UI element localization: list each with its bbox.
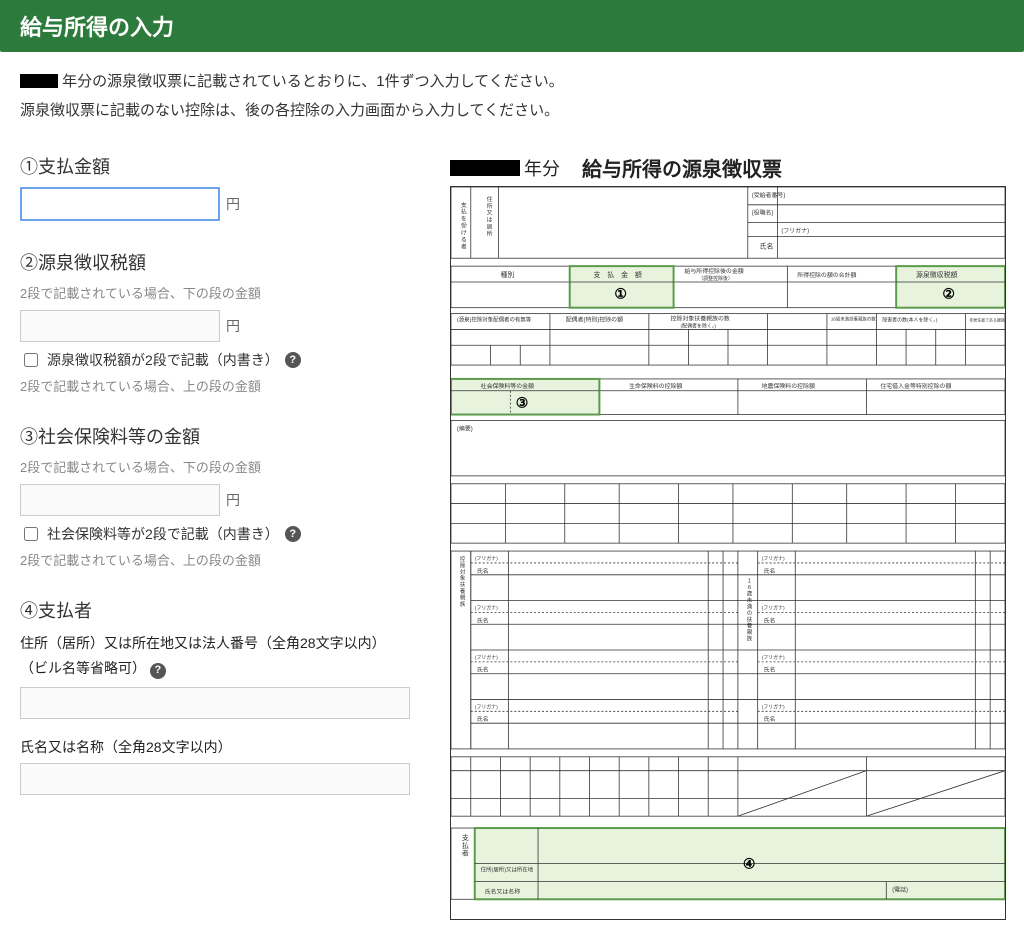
svg-text:生命保険料の控除額: 生命保険料の控除額 (629, 382, 682, 390)
svg-text:種別: 種別 (500, 270, 514, 279)
section-social-insurance: ③社会保険料等の金額 2段で記載されている場合、下の段の金額 円 社会保険料等が… (20, 423, 430, 569)
svg-text:配偶者(特別)控除の額: 配偶者(特別)控除の額 (566, 316, 623, 324)
label-payer: ④支払者 (20, 597, 430, 623)
svg-text:(フリガナ): (フリガナ) (762, 555, 785, 562)
svg-text:(役職名): (役職名) (752, 209, 774, 217)
section-payer: ④支払者 住所（居所）又は所在地又は法人番号（全角28文字以内） （ビル名等省略… (20, 597, 430, 795)
section-withholding-tax: ②源泉徴収税額 2段で記載されている場合、下の段の金額 円 源泉徴収税額が2段で… (20, 249, 430, 395)
svg-text:(フリガナ): (フリガナ) (762, 604, 785, 611)
checkbox-withholding-two-lines[interactable] (24, 353, 38, 367)
form-left-column: ①支払金額 円 ②源泉徴収税額 2段で記載されている場合、下の段の金額 円 源泉… (20, 153, 430, 923)
input-payment-amount[interactable] (20, 187, 220, 221)
svg-text:(フリガナ): (フリガナ) (762, 703, 785, 710)
label-payment-amount: ①支払金額 (20, 153, 430, 179)
doc-title: 給与所得の源泉徴収票 (582, 153, 782, 182)
unit-yen-2: 円 (226, 316, 240, 336)
svg-text:(源泉)控除対象配偶者の有無等: (源泉)控除対象配偶者の有無等 (457, 316, 532, 324)
intro-line-2: 源泉徴収票に記載のない控除は、後の各控除の入力画面から入力してください。 (20, 97, 1004, 126)
label-social-two-lines: 社会保険料等が2段で記載（内書き） (47, 524, 279, 544)
unit-yen-3: 円 (226, 490, 240, 510)
svg-text:地震保険料の控除額: 地震保険料の控除額 (762, 382, 815, 390)
svg-text:住宅借入金等特別控除の額: 住宅借入金等特別控除の額 (880, 382, 951, 390)
svg-text:支払者: 支払者 (462, 833, 469, 858)
label-social-insurance: ③社会保険料等の金額 (20, 423, 430, 449)
svg-text:(受給者番号): (受給者番号) (752, 191, 786, 199)
svg-text:氏名: 氏名 (477, 715, 489, 723)
sub-social-upper: 2段で記載されている場合、上の段の金額 (20, 550, 430, 569)
svg-text:(フリガナ): (フリガナ) (781, 227, 809, 235)
svg-text:支 払 金 額: 支 払 金 額 (593, 270, 641, 279)
page-header: 給与所得の入力 (0, 0, 1024, 52)
svg-text:社会保険料等の金額: 社会保険料等の金額 (481, 382, 534, 390)
svg-text:(フリガナ): (フリガナ) (475, 703, 498, 710)
svg-text:障害者の数(本人を除く。): 障害者の数(本人を除く。) (882, 317, 937, 324)
checkbox-social-two-lines[interactable] (24, 527, 38, 541)
redacted-year-box-right (450, 160, 520, 176)
svg-text:(フリガナ): (フリガナ) (475, 604, 498, 611)
svg-text:源泉徴収税額: 源泉徴収税額 (916, 270, 958, 279)
svg-text:氏名: 氏名 (764, 715, 776, 723)
svg-text:住所(居所)又は所在地: 住所(居所)又は所在地 (481, 866, 534, 874)
svg-text:氏名: 氏名 (764, 666, 776, 674)
svg-text:(フリガナ): (フリガナ) (475, 555, 498, 562)
svg-text:氏名: 氏名 (760, 241, 774, 250)
label-payer-address-a: 住所（居所）又は所在地又は法人番号（全角28文字以内） (20, 635, 386, 651)
label-withholding-tax: ②源泉徴収税額 (20, 249, 430, 275)
help-icon[interactable]: ? (285, 526, 301, 542)
svg-text:支払を受ける者: 支払を受ける者 (461, 201, 467, 251)
intro-line-1: 年分の源泉徴収票に記載されているとおりに、1件ずつ入力してください。 (62, 73, 564, 90)
withholding-slip-svg: 支払を受ける者 住所又は居所 (受給者番号) (役職名) (フリガナ) 氏名 (450, 186, 1006, 920)
intro-block: 年分の源泉徴収票に記載されているとおりに、1件ずつ入力してください。 源泉徴収票… (0, 52, 1024, 133)
svg-text:氏名: 氏名 (477, 666, 489, 674)
section-payment-amount: ①支払金額 円 (20, 153, 430, 221)
svg-text:氏名: 氏名 (477, 616, 489, 624)
input-payer-name[interactable] (20, 763, 410, 795)
svg-text:(配偶者を除く。): (配偶者を除く。) (681, 322, 717, 329)
withholding-slip-illustration: 年分 給与所得の源泉徴収票 支払を受ける者 住所又は居所 (450, 153, 1004, 923)
label-payer-name: 氏名又は名称（全角28文字以内） (20, 737, 430, 757)
svg-text:氏名: 氏名 (764, 567, 776, 575)
label-payer-address-b: （ビル名等省略可） (20, 660, 146, 676)
svg-text:氏名又は名称: 氏名又は名称 (485, 887, 521, 895)
svg-text:１６歳未満の扶養親族: １６歳未満の扶養親族 (747, 579, 753, 643)
sub-withholding-lower: 2段で記載されている場合、下の段の金額 (20, 283, 430, 302)
input-withholding-tax[interactable] (20, 310, 220, 342)
svg-text:給与所得控除後の金額: 給与所得控除後の金額 (684, 267, 743, 275)
svg-text:所得控除の額の合計額: 所得控除の額の合計額 (797, 271, 856, 279)
svg-text:(電話): (電話) (892, 885, 908, 893)
svg-text:16歳未満扶養親族の数: 16歳未満扶養親族の数 (831, 316, 876, 323)
help-icon[interactable]: ? (285, 352, 301, 368)
input-payer-address[interactable] (20, 687, 410, 719)
sub-social-lower: 2段で記載されている場合、下の段の金額 (20, 457, 430, 476)
year-suffix: 年分 (524, 155, 560, 181)
sub-withholding-upper: 2段で記載されている場合、上の段の金額 (20, 376, 430, 395)
svg-text:控除対象扶養親族: 控除対象扶養親族 (460, 555, 466, 608)
svg-text:(フリガナ): (フリガナ) (762, 654, 785, 661)
label-withholding-two-lines: 源泉徴収税額が2段で記載（内書き） (47, 350, 279, 370)
svg-text:非居住者である親族の数: 非居住者である親族の数 (969, 318, 1006, 323)
svg-text:氏名: 氏名 (764, 616, 776, 624)
input-social-insurance[interactable] (20, 484, 220, 516)
redacted-year-box (20, 74, 58, 88)
page-title: 給与所得の入力 (20, 15, 174, 40)
unit-yen-1: 円 (226, 194, 240, 214)
svg-text:氏名: 氏名 (477, 567, 489, 575)
svg-text:住所又は居所: 住所又は居所 (487, 195, 493, 238)
svg-text:（調整控除後）: （調整控除後） (698, 275, 733, 282)
svg-text:(フリガナ): (フリガナ) (475, 654, 498, 661)
svg-text:(摘要): (摘要) (457, 424, 473, 432)
svg-text:控除対象扶養親族の数: 控除対象扶養親族の数 (671, 315, 730, 323)
help-icon[interactable]: ? (150, 663, 166, 679)
